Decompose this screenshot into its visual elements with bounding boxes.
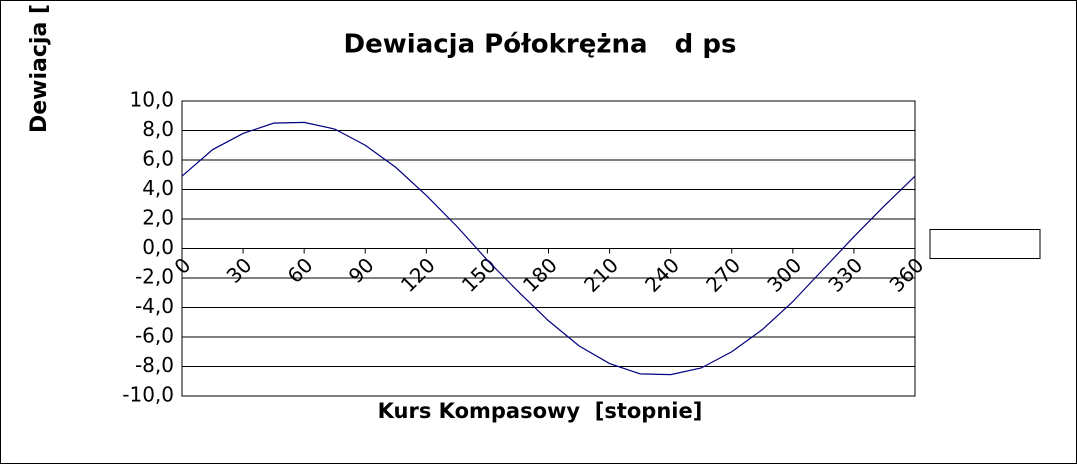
y-tick-label: -8,0 <box>135 353 174 377</box>
y-tick-label: -2,0 <box>135 265 174 289</box>
y-tick-label: 6,0 <box>142 147 174 171</box>
x-axis-label: Kurs Kompasowy [stopnie] <box>378 399 703 423</box>
y-tick-label: 0,0 <box>142 235 174 259</box>
y-tick-label: -6,0 <box>135 324 174 348</box>
y-tick-label: 2,0 <box>142 206 174 230</box>
y-axis-label: Dewiacja [ <box>27 4 52 133</box>
legend-box <box>929 229 1041 259</box>
y-tick-label: -4,0 <box>135 294 174 318</box>
y-tick-label: 4,0 <box>142 176 174 200</box>
chart-title: Dewiacja Półokrężna d ps <box>344 30 737 60</box>
y-tick-label: -10,0 <box>122 383 174 407</box>
y-tick-label: 8,0 <box>142 117 174 141</box>
series-line <box>181 121 916 376</box>
y-tick-label: 10,0 <box>129 88 174 112</box>
